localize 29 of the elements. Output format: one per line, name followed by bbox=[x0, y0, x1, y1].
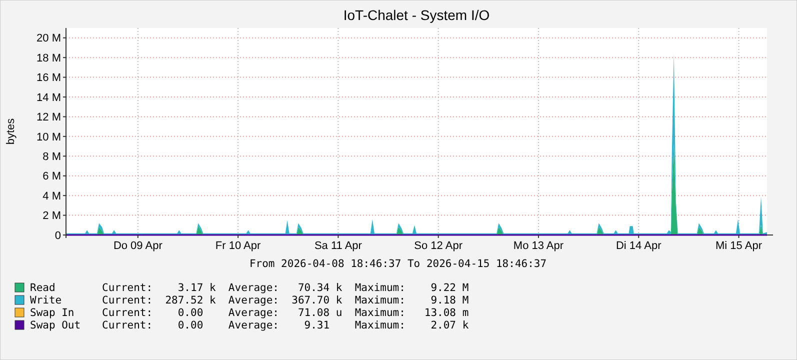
text: Current: 0.00 Average: 9.31 Maximum: 2.07 k bbox=[102, 320, 470, 332]
y-tick-label: 20 M bbox=[36, 32, 61, 45]
text: Current: 287.52 k Average: 367.70 k Maximum: 9.18 M bbox=[102, 294, 469, 306]
x-tick-label: Fr 10 Apr bbox=[215, 240, 262, 252]
text: From 2026-04-08 18:46:37 To 2026-04-15 18:46:37 bbox=[249, 258, 547, 270]
y-tick-label: 8 M bbox=[42, 150, 61, 163]
y-tick-label: 14 M bbox=[36, 92, 61, 104]
y-axis-title: bytes bbox=[5, 118, 17, 145]
x-tick-label: Mo 13 Apr bbox=[513, 240, 564, 252]
y-tick-label: 12 M bbox=[36, 112, 61, 124]
y-tick-label: 0 bbox=[54, 230, 61, 242]
text: Current: 0.00 Average: 71.08 u Maximum: 13.08 m bbox=[102, 307, 469, 319]
x-tick-label: Do 09 Apr bbox=[113, 240, 163, 252]
x-tick-label: Sa 11 Apr bbox=[314, 240, 362, 252]
y-tick-label: 18 M bbox=[36, 52, 61, 64]
y-tick-label: 10 M bbox=[36, 131, 61, 144]
legend-label: Read bbox=[30, 282, 56, 294]
chart-title: IoT-Chalet - System I/O bbox=[343, 7, 490, 23]
text: Current: 3.17 k Average: 70.34 k Maximum: 9.22 M bbox=[102, 282, 469, 294]
legend-label: Swap Out bbox=[30, 320, 81, 332]
legend-label: Swap In bbox=[30, 307, 74, 319]
y-tick-label: 16 M bbox=[36, 72, 61, 84]
y-tick-label: 6 M bbox=[42, 170, 61, 183]
x-tick-label: So 12 Apr bbox=[414, 240, 463, 252]
y-tick-label: 4 M bbox=[42, 190, 61, 202]
y-tick-label: 2 M bbox=[42, 210, 61, 222]
legend-label: Write bbox=[30, 294, 62, 306]
x-tick-label: Di 14 Apr bbox=[616, 240, 662, 252]
x-tick-label: Mi 15 Apr bbox=[716, 240, 762, 252]
